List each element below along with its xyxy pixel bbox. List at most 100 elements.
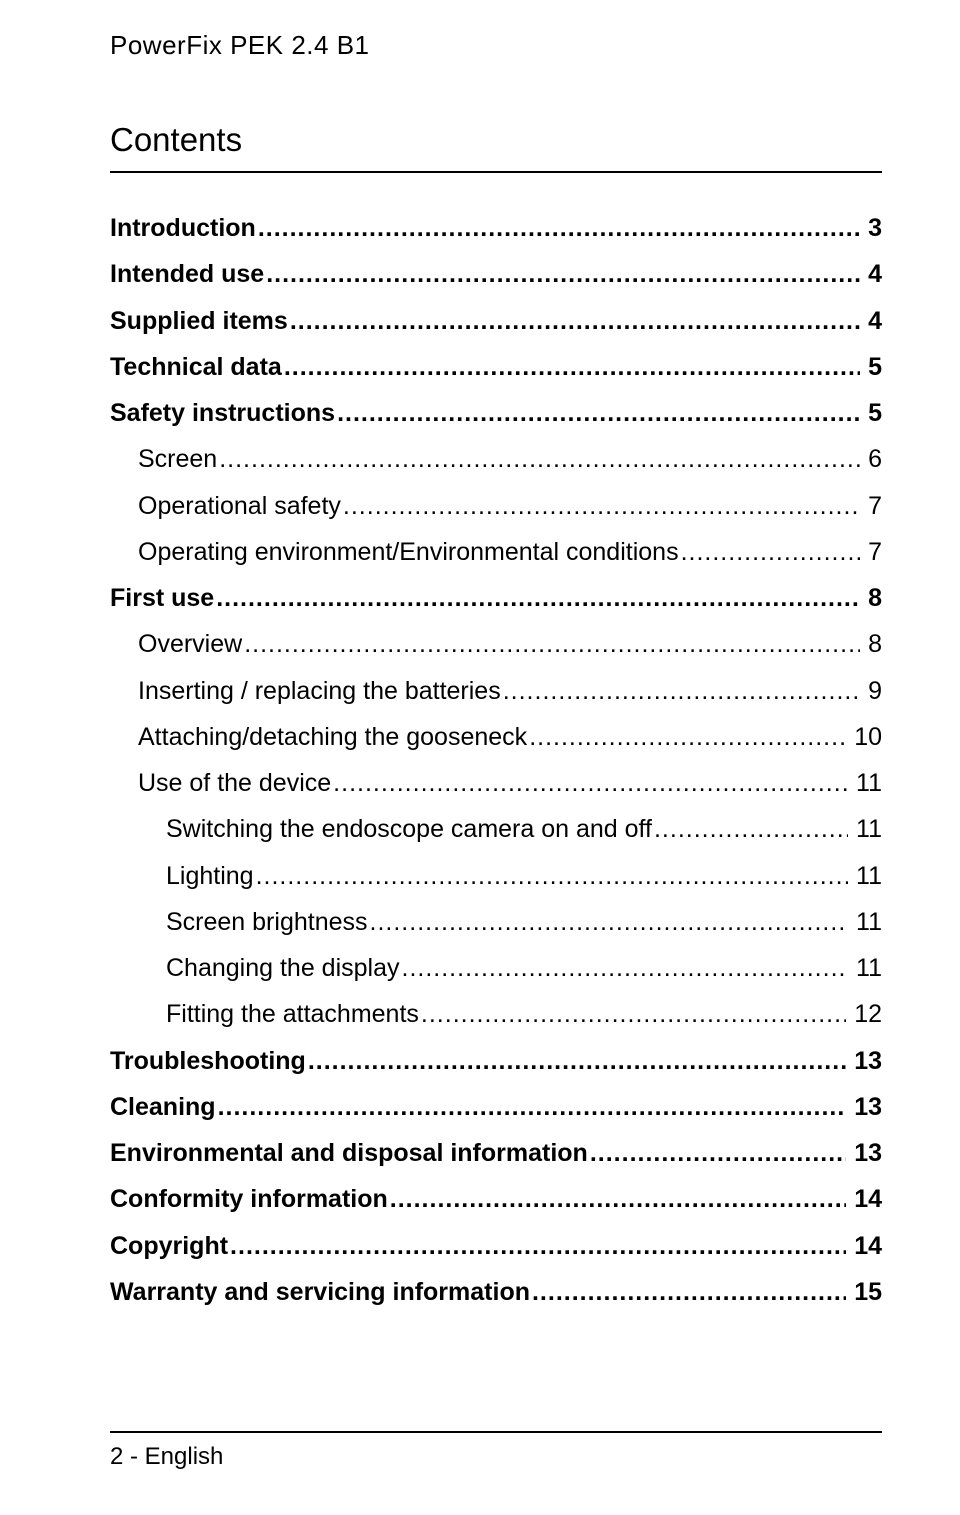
toc-entry: Operational safety 7: [110, 483, 882, 529]
toc-entry-page: 3: [862, 205, 882, 251]
toc-leader-dots: [216, 575, 860, 621]
toc-entry-label: Screen: [138, 436, 217, 482]
toc-entry: Intended use 4: [110, 251, 882, 297]
document-header: PowerFix PEK 2.4 B1: [110, 30, 882, 61]
toc-entry-page: 11: [850, 853, 882, 899]
toc-entry-page: 14: [848, 1176, 882, 1222]
toc-entry-page: 7: [862, 483, 882, 529]
toc-entry-label: First use: [110, 575, 214, 621]
toc-entry-label: Use of the device: [138, 760, 331, 806]
toc-entry-page: 8: [862, 575, 882, 621]
toc-entry: Overview 8: [110, 621, 882, 667]
toc-leader-dots: [308, 1038, 846, 1084]
toc-entry: Environmental and disposal information 13: [110, 1130, 882, 1176]
toc-entry: Use of the device11: [110, 760, 882, 806]
toc-entry-page: 9: [862, 668, 882, 714]
toc-entry-page: 8: [862, 621, 882, 667]
toc-entry: Warranty and servicing information 15: [110, 1269, 882, 1315]
toc-entry-label: Supplied items: [110, 298, 288, 344]
toc-entry-label: Fitting the attachments: [166, 991, 419, 1037]
toc-leader-dots: [529, 714, 846, 760]
toc-entry-label: Operating environment/Environmental cond…: [138, 529, 679, 575]
toc-leader-dots: [390, 1176, 846, 1222]
toc-entry-label: Operational safety: [138, 483, 341, 529]
toc-entry: Introduction 3: [110, 205, 882, 251]
toc-leader-dots: [402, 945, 849, 991]
toc-entry-page: 13: [848, 1038, 882, 1084]
toc-entry-label: Cleaning: [110, 1084, 216, 1130]
toc-entry: Supplied items 4: [110, 298, 882, 344]
toc-entry-page: 14: [848, 1223, 882, 1269]
toc-entry: Fitting the attachments 12: [110, 991, 882, 1037]
toc-entry-label: Technical data: [110, 344, 282, 390]
toc-entry-page: 11: [850, 899, 882, 945]
toc-entry: Copyright 14: [110, 1223, 882, 1269]
toc-leader-dots: [654, 806, 848, 852]
toc-leader-dots: [343, 483, 860, 529]
toc-entry-page: 4: [862, 251, 882, 297]
toc-leader-dots: [218, 1084, 847, 1130]
toc-entry: Operating environment/Environmental cond…: [110, 529, 882, 575]
toc-leader-dots: [370, 899, 849, 945]
toc-leader-dots: [590, 1130, 846, 1176]
toc-entry: Attaching/detaching the gooseneck 10: [110, 714, 882, 760]
toc-entry: Inserting / replacing the batteries 9: [110, 668, 882, 714]
toc-entry: First use 8: [110, 575, 882, 621]
page-container: PowerFix PEK 2.4 B1 Contents Introductio…: [0, 0, 960, 1515]
toc-entry-page: 11: [850, 806, 882, 852]
toc-entry-page: 13: [848, 1084, 882, 1130]
toc-entry-label: Introduction: [110, 205, 256, 251]
toc-entry-page: 5: [862, 390, 882, 436]
toc-entry-label: Warranty and servicing information: [110, 1269, 530, 1315]
toc-leader-dots: [284, 344, 860, 390]
toc-entry-label: Copyright: [110, 1223, 228, 1269]
toc-entry-label: Screen brightness: [166, 899, 368, 945]
toc-entry: Cleaning 13: [110, 1084, 882, 1130]
toc-entry-label: Troubleshooting: [110, 1038, 306, 1084]
toc-entry-label: Attaching/detaching the gooseneck: [138, 714, 527, 760]
toc-entry-page: 5: [862, 344, 882, 390]
page-footer: 2 - English: [110, 1431, 882, 1471]
toc-leader-dots: [219, 436, 860, 482]
toc-entry: Conformity information 14: [110, 1176, 882, 1222]
toc-entry-label: Intended use: [110, 251, 264, 297]
toc-leader-dots: [258, 205, 860, 251]
toc-entry-label: Lighting: [166, 853, 254, 899]
toc-entry-label: Safety instructions: [110, 390, 335, 436]
toc-leader-dots: [256, 853, 848, 899]
toc-entry-page: 13: [848, 1130, 882, 1176]
toc-entry-label: Inserting / replacing the batteries: [138, 668, 501, 714]
toc-entry: Troubleshooting 13: [110, 1038, 882, 1084]
toc-entry: Screen 6: [110, 436, 882, 482]
toc-entry: Screen brightness 11: [110, 899, 882, 945]
toc-entry: Switching the endoscope camera on and of…: [110, 806, 882, 852]
toc-entry-page: 7: [862, 529, 882, 575]
toc-leader-dots: [230, 1223, 846, 1269]
toc-entry: Lighting 11: [110, 853, 882, 899]
toc-leader-dots: [290, 298, 860, 344]
toc-entry-label: Environmental and disposal information: [110, 1130, 588, 1176]
toc-leader-dots: [532, 1269, 846, 1315]
toc-entry: Changing the display 11: [110, 945, 882, 991]
toc-entry-page: 11: [850, 945, 882, 991]
toc-entry-page: 4: [862, 298, 882, 344]
toc-leader-dots: [266, 251, 860, 297]
toc-entry-page: 6: [862, 436, 882, 482]
toc-leader-dots: [244, 621, 860, 667]
table-of-contents: Introduction3Intended use4Supplied items…: [110, 205, 882, 1315]
toc-entry-label: Conformity information: [110, 1176, 388, 1222]
contents-heading: Contents: [110, 121, 882, 173]
toc-entry-label: Overview: [138, 621, 242, 667]
toc-entry: Technical data 5: [110, 344, 882, 390]
toc-entry-page: 15: [848, 1269, 882, 1315]
toc-entry-label: Switching the endoscope camera on and of…: [166, 806, 652, 852]
toc-entry-page: 12: [848, 991, 882, 1037]
toc-entry-page: 10: [848, 714, 882, 760]
toc-leader-dots: [333, 760, 848, 806]
toc-leader-dots: [503, 668, 860, 714]
toc-entry-label: Changing the display: [166, 945, 400, 991]
toc-leader-dots: [681, 529, 861, 575]
toc-leader-dots: [337, 390, 860, 436]
toc-entry: Safety instructions 5: [110, 390, 882, 436]
toc-leader-dots: [421, 991, 846, 1037]
